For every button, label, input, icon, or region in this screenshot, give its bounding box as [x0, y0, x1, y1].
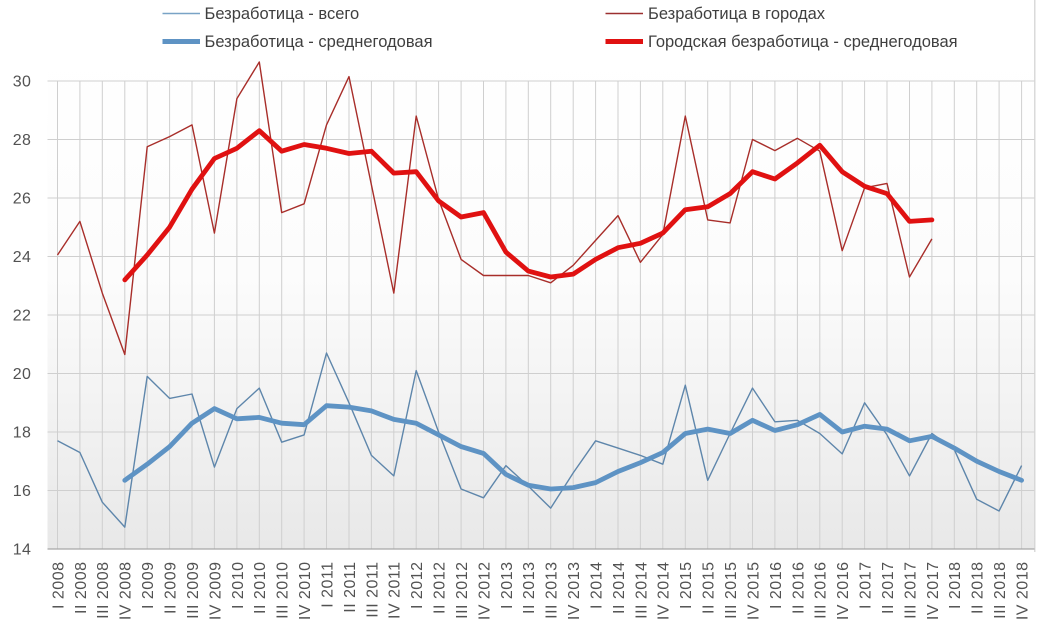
svg-text:I 2010: I 2010: [230, 562, 247, 609]
svg-text:III 2012: III 2012: [454, 562, 471, 619]
svg-text:II 2008: II 2008: [73, 562, 90, 614]
svg-text:II 2010: II 2010: [252, 562, 269, 614]
svg-text:24: 24: [13, 249, 32, 266]
svg-text:III 2011: III 2011: [364, 562, 381, 618]
svg-text:30: 30: [13, 74, 32, 91]
svg-text:I 2015: I 2015: [678, 562, 695, 609]
svg-text:II 2015: II 2015: [701, 562, 718, 614]
svg-text:IV 2016: IV 2016: [835, 562, 852, 621]
svg-text:I 2012: I 2012: [409, 562, 426, 609]
svg-text:IV 2009: IV 2009: [207, 562, 224, 621]
svg-text:28: 28: [13, 132, 32, 149]
svg-text:II 2013: II 2013: [521, 562, 538, 614]
svg-text:II 2014: II 2014: [611, 562, 628, 614]
svg-text:I 2013: I 2013: [499, 562, 516, 609]
svg-text:18: 18: [13, 425, 32, 442]
svg-text:IV 2012: IV 2012: [476, 562, 493, 621]
svg-text:I 2009: I 2009: [140, 562, 157, 609]
svg-text:IV 2014: IV 2014: [656, 562, 673, 621]
svg-text:III 2017: III 2017: [902, 562, 919, 619]
svg-text:II 2012: II 2012: [432, 562, 449, 614]
svg-text:III 2016: III 2016: [813, 562, 830, 619]
svg-text:I 2018: I 2018: [947, 562, 964, 609]
svg-text:20: 20: [13, 366, 32, 383]
svg-text:Безработица - среднегодовая: Безработица - среднегодовая: [205, 33, 433, 51]
svg-text:Безработица в городах: Безработица в городах: [648, 5, 826, 23]
svg-text:Безработица - всего: Безработица - всего: [205, 5, 360, 23]
svg-text:III 2014: III 2014: [633, 562, 650, 619]
svg-text:II 2009: II 2009: [163, 562, 180, 614]
svg-text:14: 14: [13, 542, 32, 559]
svg-text:IV 2018: IV 2018: [1015, 562, 1032, 621]
svg-text:I 2014: I 2014: [589, 562, 606, 609]
svg-text:I 2011: I 2011: [319, 562, 336, 608]
svg-text:III 2018: III 2018: [992, 562, 1009, 619]
svg-text:22: 22: [13, 308, 32, 325]
svg-text:IV 2015: IV 2015: [745, 562, 762, 621]
svg-text:II 2017: II 2017: [880, 562, 897, 614]
svg-text:III 2008: III 2008: [95, 562, 112, 619]
svg-text:I 2017: I 2017: [858, 562, 875, 609]
svg-text:IV 2013: IV 2013: [566, 562, 583, 621]
svg-text:II 2016: II 2016: [790, 562, 807, 614]
svg-text:IV 2008: IV 2008: [118, 562, 135, 621]
svg-text:II 2011: II 2011: [342, 562, 359, 613]
svg-text:IV 2011: IV 2011: [387, 562, 404, 619]
svg-text:26: 26: [13, 191, 32, 208]
svg-text:IV 2017: IV 2017: [925, 562, 942, 621]
svg-text:I 2008: I 2008: [50, 562, 67, 609]
svg-text:16: 16: [13, 483, 32, 500]
svg-text:II 2018: II 2018: [970, 562, 987, 614]
svg-text:I 2016: I 2016: [768, 562, 785, 609]
svg-text:III 2010: III 2010: [275, 562, 292, 619]
svg-text:III 2009: III 2009: [185, 562, 202, 619]
svg-text:Городская безработица - средне: Городская безработица - среднегодовая: [648, 33, 958, 51]
svg-text:III 2015: III 2015: [723, 562, 740, 619]
svg-text:III 2013: III 2013: [544, 562, 561, 619]
svg-text:IV 2010: IV 2010: [297, 562, 314, 621]
